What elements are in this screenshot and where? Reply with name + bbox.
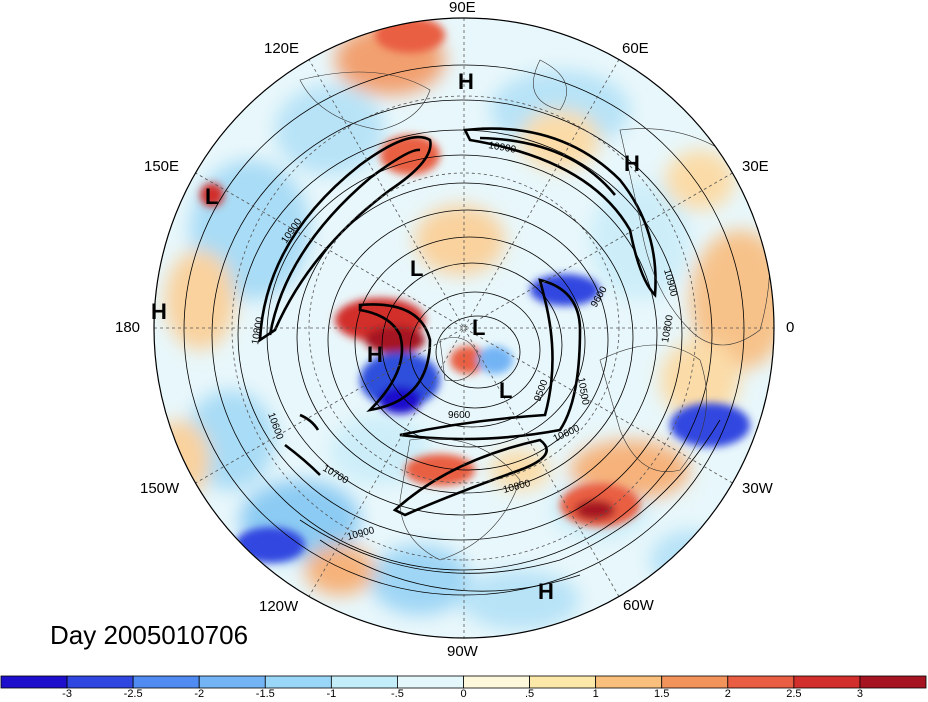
colorbar-tick-label: 2.5 <box>786 688 802 700</box>
colorbar-box <box>330 675 398 689</box>
jet-streaks <box>258 127 657 517</box>
colorbar-box <box>0 675 68 689</box>
lon-label-60e: 60E <box>622 40 649 57</box>
colorbar-tick-label: -2 <box>194 688 205 700</box>
shaded-anomaly-field <box>154 18 774 638</box>
polar-stereographic-map: 10900 10900 10900 10800 10800 10700 1060… <box>153 17 775 639</box>
colorbar-box <box>793 675 861 689</box>
height-contours <box>183 64 745 596</box>
contour-label: 10500 <box>575 377 591 407</box>
colorbar-tick-label: 1 <box>592 688 599 700</box>
colorbar-box <box>198 675 266 689</box>
lon-label-90w: 90W <box>447 643 478 660</box>
colorbar-tick-label: -2.5 <box>123 688 143 700</box>
low-center-marker: L <box>205 184 219 209</box>
high-center-marker: H <box>367 342 383 367</box>
lon-label-150e: 150E <box>144 158 180 175</box>
contour-label: 10800 <box>660 314 676 344</box>
colorbar-box <box>132 675 200 689</box>
colorbar-box <box>397 675 464 689</box>
colorbar-tick-label: .5 <box>524 688 535 700</box>
map-grid <box>154 18 774 638</box>
lon-label-30e: 30E <box>742 158 769 175</box>
high-center-marker: H <box>538 579 554 604</box>
colorbar-box <box>595 675 663 689</box>
high-center-marker: H <box>624 151 640 176</box>
colorbar-box <box>661 675 729 689</box>
low-center-marker: L <box>499 378 513 403</box>
low-center-marker: L <box>410 256 424 281</box>
colorbar-box <box>529 675 597 689</box>
colorbar-tick-label: -3 <box>62 688 72 700</box>
lon-label-90e: 90E <box>449 0 476 16</box>
lon-label-180: 180 <box>115 319 141 336</box>
colorbar-box <box>264 675 332 689</box>
colorbar-tick-label: -1 <box>326 688 337 700</box>
colorbar-box <box>66 675 134 689</box>
contour-label: 10900 <box>487 140 517 156</box>
colorbar-box <box>859 675 927 689</box>
coastlines <box>299 59 771 561</box>
colorbar-box <box>463 675 530 689</box>
lon-label-60w: 60W <box>623 597 654 614</box>
lon-label-150w: 150W <box>140 480 180 497</box>
colorbar-box <box>727 675 795 689</box>
lon-label-120w: 120W <box>259 598 299 615</box>
high-center-marker: H <box>151 299 167 324</box>
colorbar <box>0 675 927 689</box>
lon-label-0: 0 <box>786 319 795 336</box>
contour-label: 9600 <box>448 410 471 421</box>
colorbar-tick-label: 2 <box>724 688 731 700</box>
contour-label: 10800 <box>250 316 266 346</box>
lon-label-120e: 120E <box>264 40 300 57</box>
day-label: Day 2005010706 <box>50 620 249 650</box>
map-boundary <box>153 17 775 639</box>
low-center-marker: L <box>472 315 486 340</box>
lon-label-30w: 30W <box>742 480 773 497</box>
high-center-marker: H <box>458 69 474 94</box>
colorbar-tick-label: -1.5 <box>255 688 275 700</box>
colorbar-tick-label: 0 <box>460 688 467 700</box>
colorbar-tick-label: 1.5 <box>654 688 670 700</box>
colorbar-tick-label: -.5 <box>391 688 404 700</box>
colorbar-tick-label: 3 <box>856 688 863 700</box>
